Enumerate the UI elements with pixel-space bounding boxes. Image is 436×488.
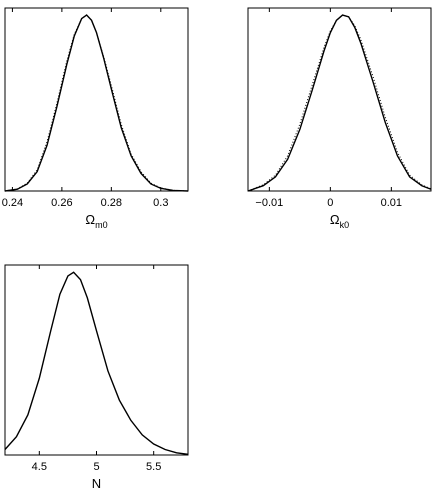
solid-curve — [4, 14, 189, 192]
solid-curve — [4, 271, 189, 455]
x-tick-label: −0.01 — [255, 197, 283, 209]
x-tick-label: 0.28 — [101, 197, 122, 209]
x-axis-label: Ωm0 — [85, 212, 107, 230]
x-axis-label: Ωk0 — [330, 212, 349, 230]
solid-curve — [247, 14, 432, 192]
x-tick-label: 0.3 — [153, 197, 168, 209]
panel-n: 4.5 5 5.5 N — [4, 264, 189, 488]
x-tick-label: 0.24 — [2, 197, 23, 209]
x-tick-label: 5.5 — [146, 461, 161, 473]
plot-frame — [4, 264, 189, 456]
x-axis-label: N — [92, 476, 101, 488]
x-tick-label: 0 — [327, 197, 333, 209]
panel-omega-k0: −0.01 0 0.01 Ωk0 — [247, 7, 432, 230]
x-tick-label: 0.01 — [381, 197, 402, 209]
plot-frame — [247, 7, 432, 192]
plot-frame — [4, 7, 189, 192]
panel-omega-m0: 0.24 0.26 0.28 0.3 Ωm0 — [2, 7, 189, 230]
x-tick-label: 4.5 — [32, 461, 47, 473]
dotted-curve — [4, 14, 189, 192]
x-tick-label: 5 — [93, 461, 99, 473]
dotted-curve — [247, 14, 432, 192]
x-tick-label: 0.26 — [51, 197, 72, 209]
